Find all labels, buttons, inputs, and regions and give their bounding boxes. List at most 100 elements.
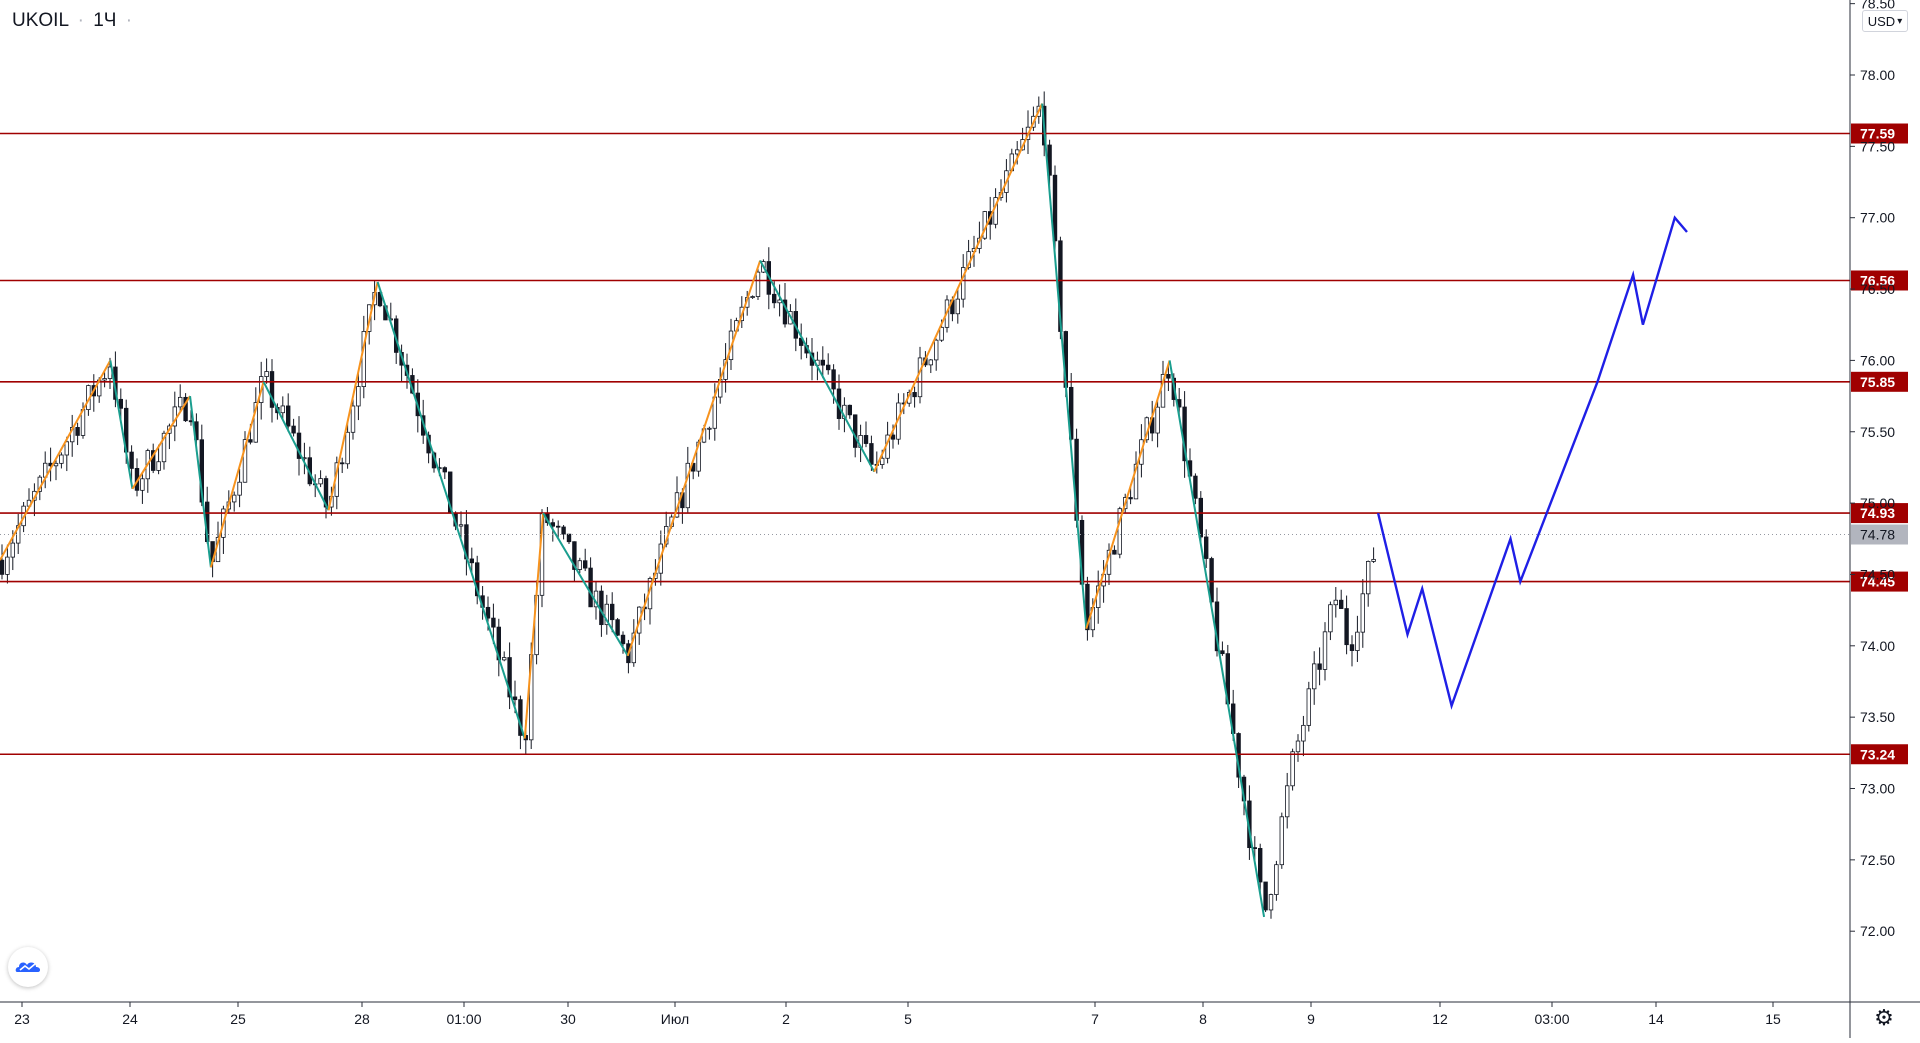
currency-selector[interactable]: USD ▾ [1862,10,1908,32]
zigzag-down-segment [376,281,454,514]
candle-body [356,386,361,407]
candle-body [1360,593,1365,633]
candle-body [1085,583,1090,631]
candle-body [339,462,345,465]
candle-body [183,396,188,422]
candle-body [345,431,350,465]
gear-icon[interactable]: ⚙ [1874,1005,1894,1030]
candle-body [561,526,566,535]
y-tick-label: 76.00 [1860,352,1895,368]
candle-body [469,558,474,564]
candle-body [442,467,447,473]
candle-body [1268,894,1274,911]
candle-body [1339,599,1344,609]
x-tick-label: Июл [661,1011,689,1027]
candle-body [1204,536,1209,559]
candle-body [0,559,5,575]
candle-body [177,396,183,408]
candle-body [1274,864,1279,895]
candle-body [507,657,512,698]
candle-body [1349,644,1355,651]
candle-body [491,617,496,628]
candle-body [1301,724,1306,742]
level-label: 75.85 [1860,374,1895,390]
y-tick-label: 78.00 [1860,67,1895,83]
candle-body [150,450,156,471]
x-tick-label: 03:00 [1534,1011,1569,1027]
candle-body [880,457,885,465]
candle-body [1133,463,1139,500]
x-tick-label: 12 [1432,1011,1448,1027]
candle-body [1285,785,1290,818]
candle-body [583,560,588,569]
candle-body [1112,549,1117,555]
symbol-name: UKOIL [12,10,69,31]
candle-body [1128,497,1133,500]
candle-body [1279,816,1284,866]
candle-body [1258,848,1263,883]
x-tick-label: 23 [14,1011,30,1027]
candle-body [826,364,831,371]
level-label-bg [1851,744,1908,765]
candle-body [1117,508,1122,555]
level-label-bg [1851,503,1908,524]
candle-body [248,439,253,443]
candle-body [1333,599,1338,606]
x-tick-label: 14 [1648,1011,1664,1027]
candle-body [140,478,145,491]
forecast-path[interactable] [1376,215,1688,710]
zigzag-down-segment [1168,360,1266,918]
tradingview-logo[interactable] [8,947,48,987]
candle-body [631,632,636,664]
candle-body [615,619,620,636]
symbol-interval: 1Ч [93,10,117,31]
candle-body [1052,174,1058,242]
candle-body [253,402,258,443]
level-label: 77.59 [1860,126,1895,142]
candle-body [1193,475,1198,499]
symbol-title[interactable]: UKOIL · 1Ч · [12,10,136,32]
x-tick-label: 24 [122,1011,138,1027]
level-label-bg [1851,371,1908,392]
candle-body [296,432,302,459]
x-tick-label: 28 [354,1011,370,1027]
candle-body [59,454,64,464]
candle-body [161,432,167,463]
zigzag-up-segment [523,513,545,739]
zigzag-up-segment [209,381,265,568]
candle-body [156,461,161,471]
zigzag-up-segment [131,395,191,490]
y-tick-label: 75.00 [1860,495,1895,511]
y-tick-label: 72.50 [1860,852,1895,868]
candle-body [928,359,933,366]
x-tick-label: 9 [1307,1011,1315,1027]
candle-body [280,405,285,414]
zigzag-up-segment [0,359,112,561]
candle-body [1220,650,1225,655]
x-tick-label: 7 [1091,1011,1099,1027]
candle-body [458,524,464,527]
level-label-bg [1851,571,1908,592]
y-tick-label: 77.00 [1860,210,1895,226]
zigzag-down-segment [451,512,526,739]
candle-body [556,525,561,528]
level-label-bg [1851,123,1908,144]
candle-body [1344,608,1349,646]
candle-body [1328,604,1333,633]
candle-body [1317,663,1322,670]
x-tick-label: 25 [230,1011,246,1027]
level-label: 73.24 [1860,746,1895,762]
level-label: 76.56 [1860,272,1895,288]
current-price-label: 74.78 [1860,526,1895,542]
y-tick-label: 72.00 [1860,923,1895,939]
candle-body [1252,847,1257,850]
candle-body [772,293,777,304]
level-label: 74.93 [1860,505,1895,521]
candle-body [1322,631,1328,670]
candle-body [242,439,248,483]
candle-body [1371,558,1376,562]
candle-body [917,357,923,398]
y-tick-label: 78.50 [1860,0,1895,12]
